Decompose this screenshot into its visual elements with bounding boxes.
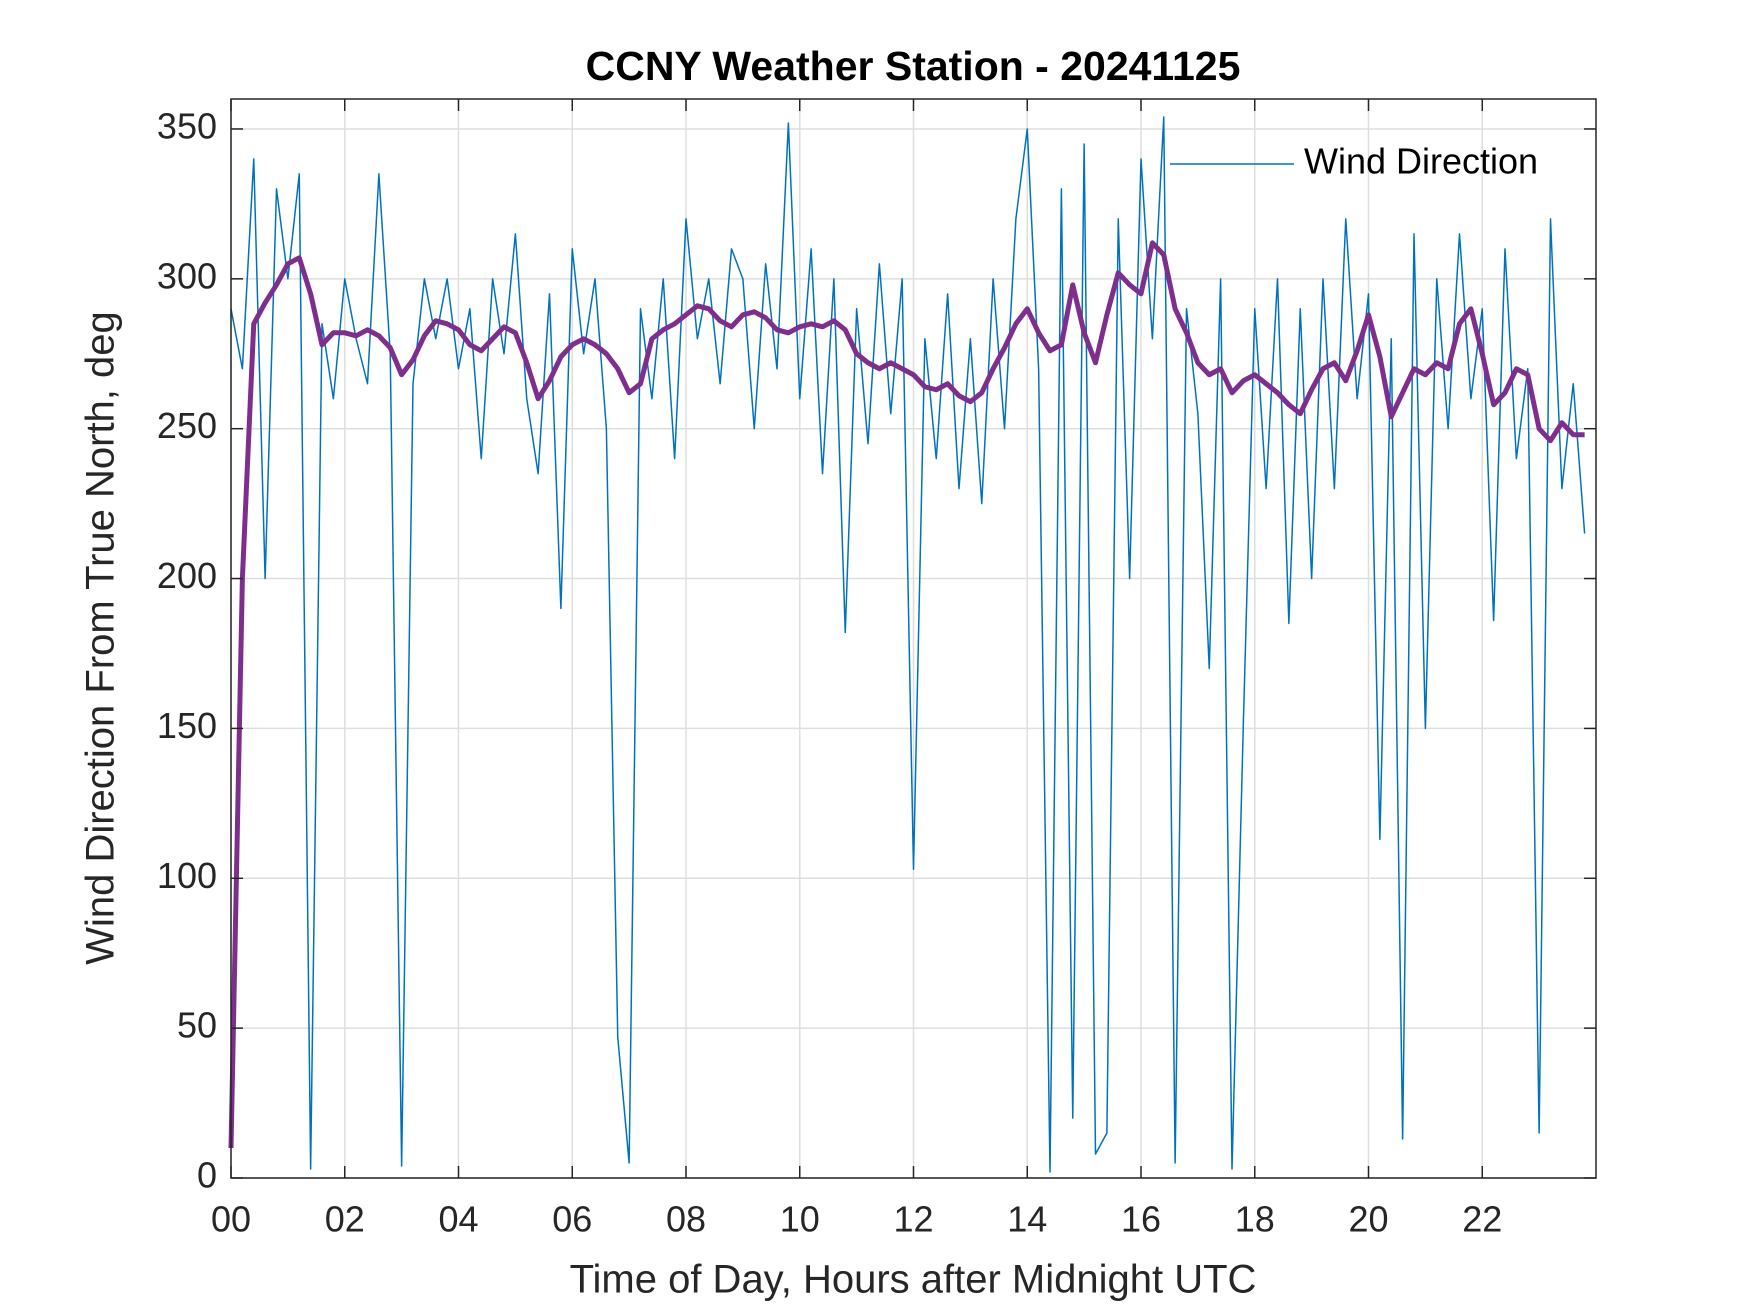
x-axis-label: Time of Day, Hours after Midnight UTC bbox=[570, 1258, 1257, 1302]
chart-title: CCNY Weather Station - 20241125 bbox=[586, 43, 1241, 89]
x-tick-label: 22 bbox=[1462, 1199, 1502, 1240]
y-tick-label: 100 bbox=[157, 855, 217, 896]
x-tick-label: 00 bbox=[211, 1199, 251, 1240]
x-tick-label: 08 bbox=[666, 1199, 706, 1240]
data-line bbox=[230, 116, 1586, 1173]
legend-label: Wind Direction bbox=[1304, 141, 1538, 182]
y-axis-label: Wind Direction From True North, deg bbox=[79, 311, 123, 965]
data-line bbox=[228, 240, 1585, 1149]
x-tick-label: 20 bbox=[1348, 1199, 1388, 1240]
y-tick-label: 350 bbox=[157, 105, 217, 146]
x-tick-label: 06 bbox=[552, 1199, 592, 1240]
y-tick-label: 200 bbox=[157, 555, 217, 596]
y-tick-label: 250 bbox=[157, 405, 217, 446]
y-tick-label: 50 bbox=[177, 1005, 217, 1046]
x-tick-label: 18 bbox=[1235, 1199, 1275, 1240]
x-tick-label: 02 bbox=[325, 1199, 365, 1240]
x-tick-label: 10 bbox=[780, 1199, 820, 1240]
y-tick-label: 0 bbox=[197, 1155, 217, 1196]
y-tick-label: 300 bbox=[157, 255, 217, 296]
x-tick-label: 14 bbox=[1007, 1199, 1047, 1240]
x-tick-label: 16 bbox=[1121, 1199, 1161, 1240]
x-tick-label: 12 bbox=[893, 1199, 933, 1240]
x-tick-label: 04 bbox=[438, 1199, 478, 1240]
y-tick-label: 150 bbox=[157, 705, 217, 746]
